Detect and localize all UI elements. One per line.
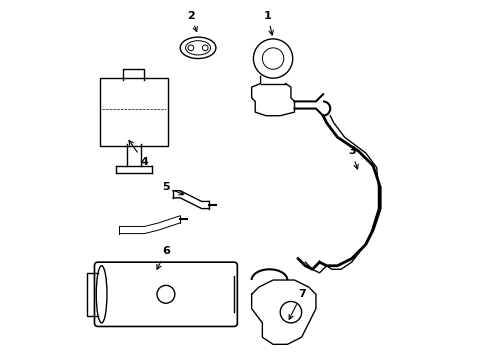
- Text: 3: 3: [347, 147, 358, 169]
- Text: 6: 6: [157, 247, 169, 269]
- Text: 7: 7: [288, 289, 305, 319]
- Text: 2: 2: [186, 11, 197, 32]
- Text: 4: 4: [129, 140, 148, 167]
- Text: 5: 5: [162, 182, 183, 195]
- Text: 1: 1: [264, 11, 273, 35]
